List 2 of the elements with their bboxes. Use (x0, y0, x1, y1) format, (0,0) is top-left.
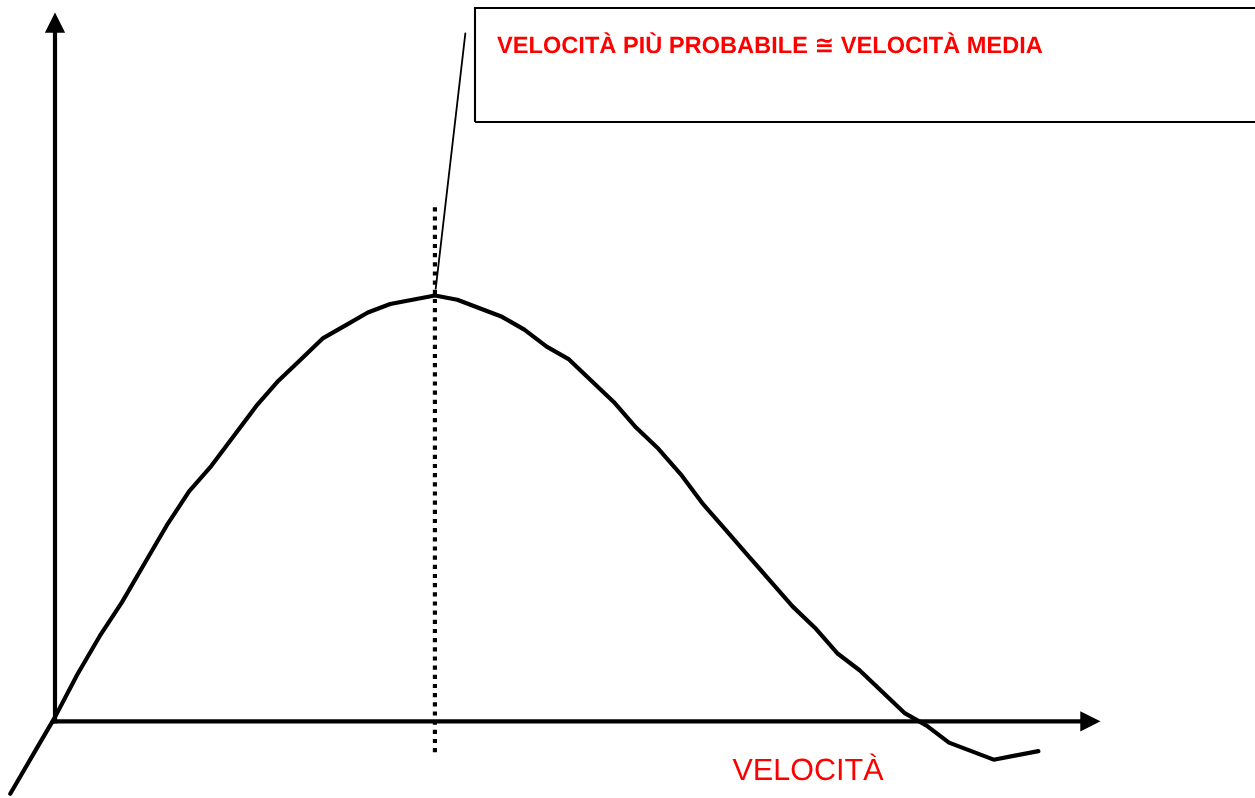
text: VELOCITÀ PIÙ PROBABILE ≅ VELOCITÀ MEDIA (497, 32, 1043, 54)
x-axis-title: VELOCITÀ (732, 753, 884, 781)
